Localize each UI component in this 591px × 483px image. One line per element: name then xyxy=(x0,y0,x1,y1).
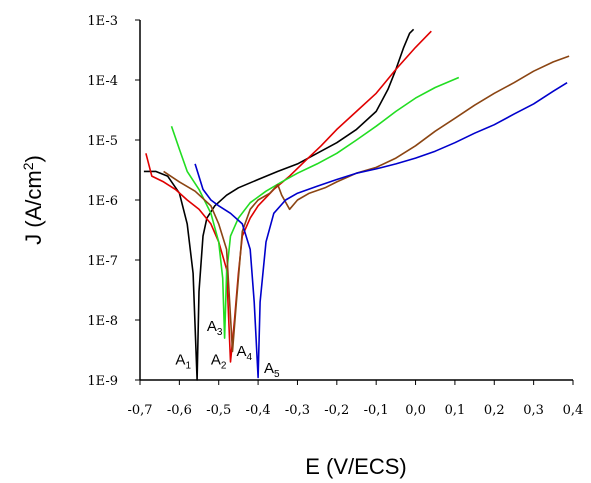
y-tick-label: 1E-4 xyxy=(87,74,118,89)
series-line-5 xyxy=(194,82,568,379)
x-tick-label: 0,4 xyxy=(563,403,584,418)
y-axis-title-sup: 2 xyxy=(20,162,36,170)
series-line-4 xyxy=(163,55,570,353)
y-ticks: 1E-9 1E-8 1E-7 1E-6 1E-5 1E-4 1E-3 xyxy=(87,14,140,389)
curve-label: A2 xyxy=(211,352,227,372)
y-axis-title-main: J (A/cm xyxy=(21,170,46,245)
series-line-2 xyxy=(145,30,432,363)
x-axis-title: E (V/ECS) xyxy=(305,454,406,479)
curve-label: A4 xyxy=(236,343,252,363)
curve-label-letter: A xyxy=(264,360,274,377)
curve-label-letter: A xyxy=(207,318,217,335)
x-tick-label: 0,0 xyxy=(405,403,426,418)
series-line-1 xyxy=(143,28,415,381)
curve-label: A3 xyxy=(207,318,223,338)
y-tick-label: 1E-7 xyxy=(87,254,118,269)
curve-label: A5 xyxy=(264,360,280,380)
y-axis-title-close: ) xyxy=(21,155,46,162)
curve-label-subscript: 5 xyxy=(274,369,280,380)
y-axis-title: J (A/cm2) xyxy=(20,155,46,245)
x-tick-label: -0,1 xyxy=(364,403,389,418)
curve-label: A1 xyxy=(175,352,191,372)
curve-label-letter: A xyxy=(236,343,246,360)
x-tick-label: 0,1 xyxy=(445,403,466,418)
curve-label-subscript: 1 xyxy=(185,361,191,372)
x-tick-label: -0,3 xyxy=(285,403,310,418)
x-tick-label: -0,7 xyxy=(127,403,152,418)
x-tick-label: 0,3 xyxy=(523,403,544,418)
y-tick-label: 1E-5 xyxy=(87,134,118,149)
x-ticks: -0,7 -0,6 -0,5 -0,4 -0,3 -0,2 -0,1 0,0 0,1 0,2 0,3… xyxy=(127,380,583,418)
x-tick-label: -0,6 xyxy=(167,403,192,418)
curve-label-letter: A xyxy=(211,352,221,369)
y-tick-label: 1E-8 xyxy=(87,314,118,329)
y-tick-label: 1E-6 xyxy=(87,194,118,209)
x-tick-label: -0,2 xyxy=(324,403,349,418)
y-tick-label: 1E-9 xyxy=(87,374,118,389)
x-tick-label: -0,4 xyxy=(246,403,271,418)
curve-label-subscript: 4 xyxy=(246,352,252,363)
x-tick-label: -0,5 xyxy=(206,403,231,418)
series-line-3 xyxy=(170,76,460,339)
x-tick-label: 0,2 xyxy=(484,403,505,418)
curve-label-subscript: 2 xyxy=(221,361,227,372)
data-series xyxy=(143,28,570,381)
y-tick-label: 1E-3 xyxy=(87,14,118,29)
curve-label-letter: A xyxy=(175,352,185,369)
curve-label-subscript: 3 xyxy=(217,327,223,338)
